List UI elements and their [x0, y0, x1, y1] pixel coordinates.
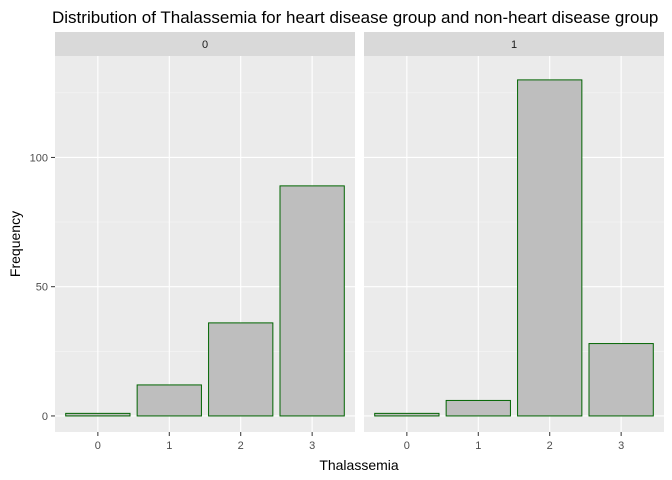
bar-1-3: [588, 343, 654, 417]
bar-1-0: [374, 412, 440, 417]
bar-1-1: [445, 399, 511, 417]
facet-strip-label: 0: [202, 39, 208, 51]
facet-panels: 0 50 100 0 0 1 2 3 1 0 1 2 3: [30, 32, 664, 452]
bar-0-0: [65, 412, 131, 417]
facet-strip: [55, 32, 355, 56]
facet-strip-label: 1: [511, 39, 517, 51]
y-tick-label: 0: [42, 411, 48, 423]
x-tick-label: 1: [166, 440, 172, 452]
facet-panel-1: 1 0 1 2 3: [364, 32, 664, 452]
x-tick-label: 1: [475, 440, 481, 452]
facet-panel-0: 0 0 1 2 3: [55, 32, 355, 452]
y-axis-title: Frequency: [7, 211, 23, 277]
bar-0-2: [208, 322, 274, 417]
bar-0-1: [136, 384, 202, 417]
x-axis-title: Thalassemia: [319, 457, 399, 473]
x-tick-label: 0: [95, 440, 101, 452]
chart-title: Distribution of Thalassemia for heart di…: [52, 8, 658, 27]
bar-1-2: [517, 79, 583, 417]
x-tick-label: 0: [404, 440, 410, 452]
x-tick-label: 2: [238, 440, 244, 452]
x-tick-label: 3: [618, 440, 624, 452]
x-tick-label: 3: [309, 440, 315, 452]
bar-0-3: [279, 185, 345, 417]
y-tick-label: 100: [30, 152, 48, 164]
x-tick-label: 2: [547, 440, 553, 452]
facet-strip: [364, 32, 664, 56]
y-tick-label: 50: [36, 282, 48, 294]
